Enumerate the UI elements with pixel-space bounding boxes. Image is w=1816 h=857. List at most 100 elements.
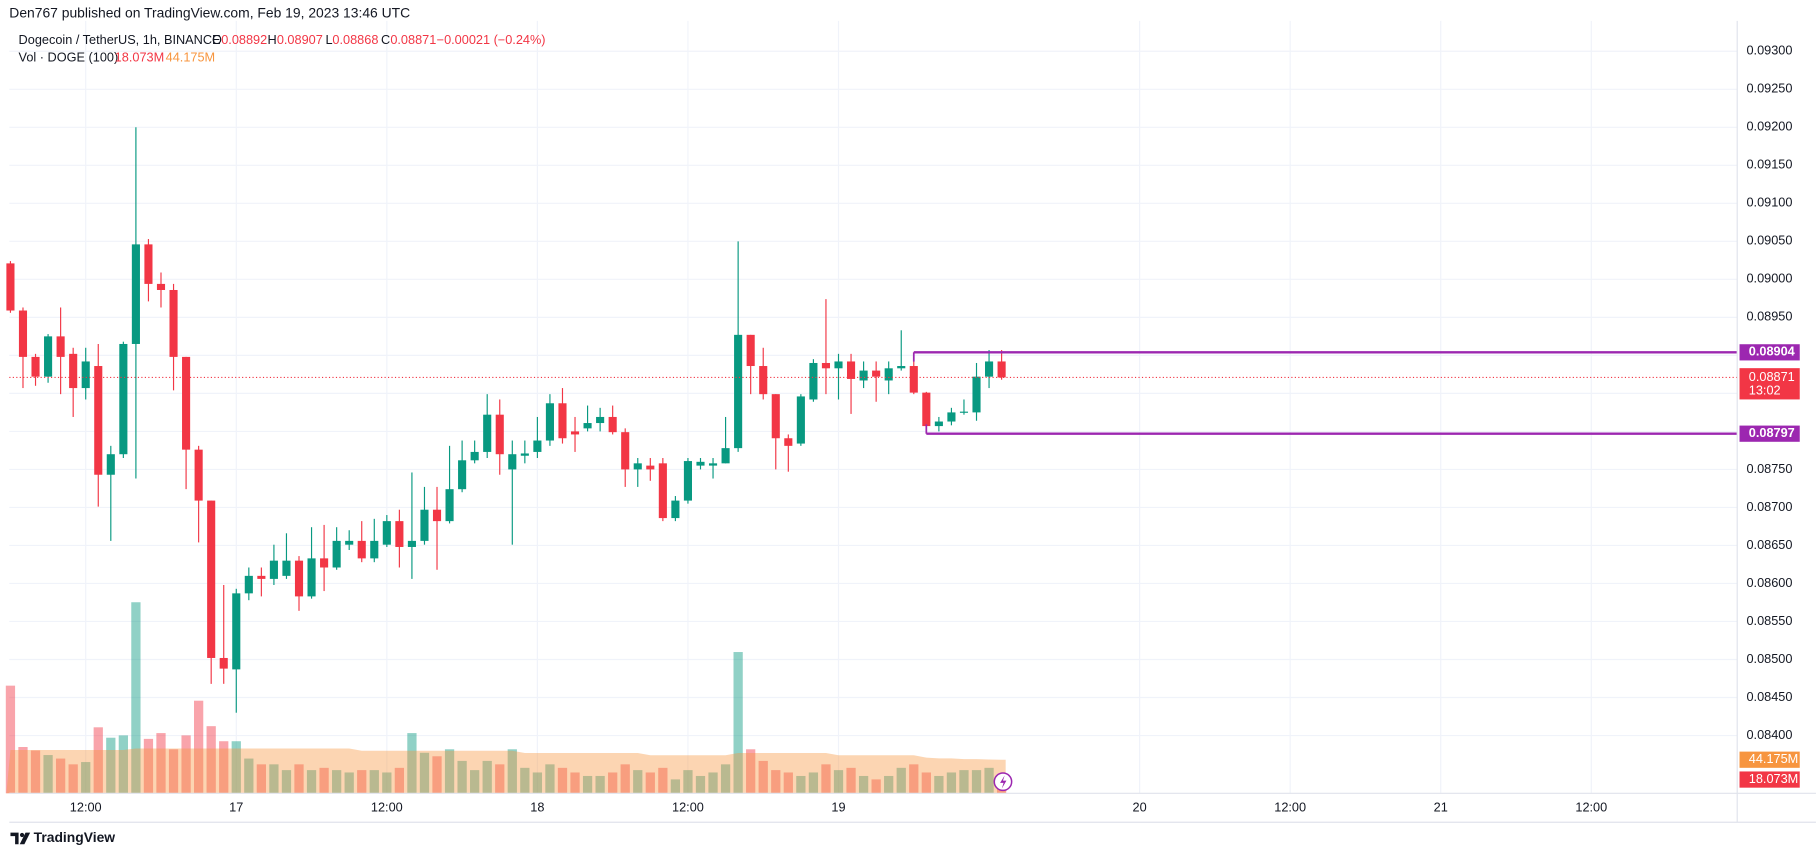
- candle-body: [207, 500, 216, 658]
- volume-bar: [720, 764, 731, 794]
- volume-ma-label: 44.175M: [1749, 751, 1798, 766]
- candle-body: [809, 362, 818, 400]
- alert-bolt[interactable]: [1000, 775, 1007, 789]
- volume-bar: [545, 764, 555, 794]
- candle-body: [119, 343, 128, 455]
- candle-body: [859, 370, 868, 381]
- x-tick-label: 12:00: [70, 800, 102, 815]
- volume-bar: [520, 767, 530, 794]
- ohlc-close: 0.08871: [390, 32, 436, 47]
- ohlc-key: C: [381, 32, 390, 47]
- y-tick-label: 0.08550: [1746, 613, 1792, 628]
- candle-body: [583, 423, 592, 429]
- candle-body: [458, 460, 467, 490]
- candle-body: [382, 521, 391, 545]
- level-label: 0.08904: [1749, 344, 1795, 359]
- volume-bar: [896, 767, 906, 794]
- volume-bar: [658, 767, 668, 794]
- alert-icon[interactable]: [993, 772, 1013, 792]
- candle-body: [345, 540, 354, 545]
- candle-body: [633, 463, 642, 470]
- volume-bar: [244, 758, 254, 794]
- candle-body: [922, 392, 931, 427]
- volume-bar: [68, 764, 78, 794]
- candle-body: [69, 353, 78, 389]
- ohlc-high: 0.08907: [277, 32, 323, 47]
- volume-bar: [357, 770, 367, 794]
- candle-body: [997, 361, 1006, 378]
- y-tick-label: 0.08400: [1746, 727, 1792, 742]
- candle-body: [909, 366, 918, 393]
- candle-body: [432, 509, 442, 522]
- candle-body: [558, 403, 567, 439]
- volume-bar: [206, 726, 216, 794]
- volume-bar: [168, 749, 179, 794]
- candle-body: [18, 310, 28, 357]
- volume-legend-value: 18.073M: [115, 49, 165, 64]
- candle-body: [533, 440, 542, 452]
- candle-body: [483, 414, 492, 452]
- volume-bar: [633, 770, 643, 794]
- level-label-bg: [1739, 425, 1800, 442]
- candle-body: [959, 411, 969, 413]
- volume-bar: [407, 733, 417, 794]
- volume-bar: [332, 770, 342, 794]
- overlay-layer: 0.08400 0.08450 0.08500 0.08550 0.08600 0.086…: [9, 43, 1800, 815]
- y-tick-label: 0.08650: [1746, 537, 1792, 552]
- x-tick-label: 12:00: [371, 800, 403, 815]
- candle-body: [520, 453, 529, 456]
- candle-body: [320, 558, 329, 568]
- volume-bar: [219, 741, 229, 794]
- x-tick-label: 21: [1434, 800, 1448, 815]
- candle-body: [144, 244, 153, 284]
- volume-bar: [570, 772, 580, 794]
- volume-bar: [708, 772, 718, 794]
- candle-body: [420, 509, 429, 541]
- volume-bar: [683, 770, 693, 794]
- volume-bar: [482, 760, 492, 794]
- volume-bar: [93, 727, 103, 794]
- y-tick-label: 0.09100: [1746, 195, 1792, 210]
- candle-body: [821, 362, 831, 369]
- candle-body: [445, 489, 454, 522]
- volume-ma-legend-value: 44.175M: [166, 49, 216, 64]
- volume-bar: [532, 772, 543, 794]
- y-tick-label: 0.09000: [1746, 271, 1792, 286]
- candle-body: [771, 394, 780, 439]
- volume-bar: [645, 772, 655, 794]
- candle-body: [784, 438, 793, 446]
- volume-bar: [294, 764, 304, 794]
- volume-bar: [909, 764, 919, 794]
- volume-bar: [758, 760, 768, 794]
- brand: TradingView: [34, 829, 116, 845]
- volume-bar: [106, 737, 116, 794]
- volume-bar: [319, 767, 329, 794]
- logo-part: [19, 832, 31, 845]
- level-label: 0.08797: [1749, 425, 1795, 440]
- volume-bar: [131, 602, 141, 794]
- candle-body: [81, 361, 90, 389]
- candle-body: [470, 451, 479, 461]
- logo-part: [19, 832, 25, 838]
- volume-bar: [444, 749, 455, 794]
- volume-bar: [783, 772, 793, 794]
- candle-body: [884, 368, 893, 381]
- x-tick-label: 20: [1133, 800, 1147, 815]
- volume-bar: [595, 775, 605, 794]
- volume-bar: [269, 764, 279, 794]
- last-price-label: 0.08871: [1749, 369, 1795, 384]
- candle-body: [759, 366, 768, 395]
- y-tick-label: 0.09250: [1746, 81, 1792, 96]
- candle-body: [495, 414, 504, 455]
- volume-bar: [306, 770, 317, 794]
- volume-bar: [495, 764, 505, 794]
- candle-body: [746, 334, 755, 367]
- candle-body: [44, 336, 53, 377]
- volume-bar: [808, 772, 819, 794]
- candle-body: [985, 361, 994, 377]
- volume-bar: [971, 770, 982, 794]
- volume-bar: [231, 741, 241, 794]
- volume-bar: [470, 770, 480, 794]
- volume-bar: [821, 764, 831, 794]
